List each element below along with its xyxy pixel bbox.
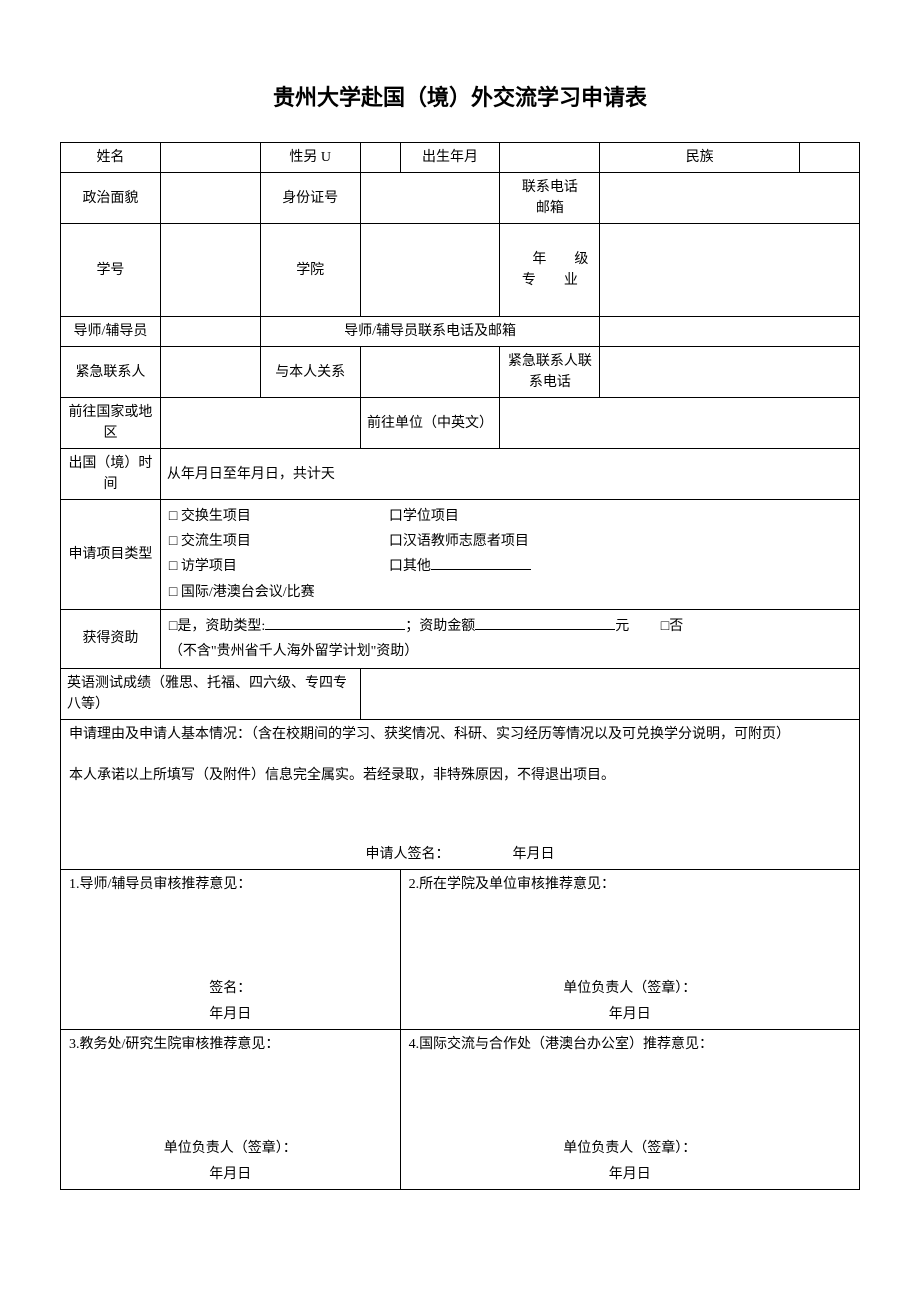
field-funding[interactable]: □是，资助类型: ；资助金额 元 □否 （不含"贵州省千人海外留学计划"资助） [160,609,859,668]
label-birth: 出生年月 [400,143,500,173]
label-english: 英语测试成绩（雅思、托福、四六级、专四专八等） [61,669,361,720]
page-title: 贵州大学赴国（境）外交流学习申请表 [60,80,860,112]
approval-2[interactable]: 2.所在学院及单位审核推荐意见： 单位负责人（签章）： 年月日 [400,870,859,1030]
checkbox-chinese-teacher[interactable]: 口汉语教师志愿者项目 [389,529,851,554]
field-phone-email[interactable] [600,173,860,224]
field-emergency[interactable] [160,347,260,398]
reason-cell[interactable]: 申请理由及申请人基本情况：（含在校期间的学习、获奖情况、科研、实习经历等情况以及… [61,720,860,870]
approval-3-date: 年月日 [61,1164,400,1185]
label-dest-unit: 前往单位（中英文） [360,398,500,449]
label-advisor-contact: 导师/辅导员联系电话及邮箱 [260,317,600,347]
checkbox-funding-no[interactable]: □否 [661,619,683,634]
checkbox-visit[interactable]: □ 访学项目 [169,554,389,579]
label-political: 政治面貌 [61,173,161,224]
field-birth[interactable] [500,143,600,173]
field-gender[interactable] [360,143,400,173]
label-yuan: 元 [615,619,629,634]
approval-4-date: 年月日 [401,1164,859,1185]
label-dest-country: 前往国家或地区 [61,398,161,449]
label-amount: ；资助金额 [405,619,475,634]
approval-2-title: 2.所在学院及单位审核推荐意见： [409,874,851,895]
approval-1-title: 1.导师/辅导员审核推荐意见： [69,874,392,895]
approval-1[interactable]: 1.导师/辅导员审核推荐意见： 签名： 年月日 [61,870,401,1030]
label-name: 姓名 [61,143,161,173]
field-relation[interactable] [360,347,500,398]
label-advisor: 导师/辅导员 [61,317,161,347]
field-dest-unit[interactable] [500,398,860,449]
field-college[interactable] [360,224,500,317]
approval-1-date: 年月日 [61,1004,400,1025]
checkbox-funding-yes[interactable]: □是，资助类型: [169,619,265,634]
applicant-signature[interactable]: 申请人签名： 年月日 [61,844,859,865]
approval-4-sig: 单位负责人（签章）： [401,1138,859,1159]
field-project-type[interactable]: □ 交换生项目 口学位项目 □ 交流生项目 口汉语教师志愿者项目 □ 访学项目 … [160,500,859,610]
field-name[interactable] [160,143,260,173]
reason-promise: 本人承诺以上所填写（及附件）信息完全属实。若经录取，非特殊原因，不得退出项目。 [69,765,851,786]
field-abroad-time[interactable]: 从年月日至年月日，共计天 [160,449,859,500]
application-form-table: 姓名 性另 U 出生年月 民族 政治面貌 身份证号 联系电话邮箱 学号 学院 年… [60,142,860,1190]
label-emergency-phone: 紧急联系人联系电话 [500,347,600,398]
field-dest-country[interactable] [160,398,360,449]
approval-3-title: 3.教务处/研究生院审核推荐意见： [69,1034,392,1055]
label-project-type: 申请项目类型 [61,500,161,610]
label-college: 学院 [260,224,360,317]
label-abroad-time: 出国（境）时间 [61,449,161,500]
label-funding: 获得资助 [61,609,161,668]
approval-3-sig: 单位负责人（签章）： [61,1138,400,1159]
approval-3[interactable]: 3.教务处/研究生院审核推荐意见： 单位负责人（签章）： 年月日 [61,1030,401,1190]
approval-2-date: 年月日 [401,1004,859,1025]
label-grade-major: 年 级专 业 [500,224,600,317]
checkbox-degree[interactable]: 口学位项目 [389,504,851,529]
label-nation: 民族 [600,143,800,173]
label-studentno: 学号 [61,224,161,317]
field-advisor-contact[interactable] [600,317,860,347]
field-studentno[interactable] [160,224,260,317]
reason-header: 申请理由及申请人基本情况：（含在校期间的学习、获奖情况、科研、实习经历等情况以及… [69,724,851,745]
label-emergency: 紧急联系人 [61,347,161,398]
label-gender: 性另 U [260,143,360,173]
funding-note: （不含"贵州省千人海外留学计划"资助） [169,639,851,664]
field-emergency-phone[interactable] [600,347,860,398]
field-idno[interactable] [360,173,500,224]
approval-4[interactable]: 4.国际交流与合作处（港澳台办公室）推荐意见： 单位负责人（签章）： 年月日 [400,1030,859,1190]
checkbox-communication[interactable]: □ 交流生项目 [169,529,389,554]
label-relation: 与本人关系 [260,347,360,398]
field-advisor[interactable] [160,317,260,347]
checkbox-exchange[interactable]: □ 交换生项目 [169,504,389,529]
checkbox-other[interactable]: 口其他 [389,554,851,579]
field-nation[interactable] [800,143,860,173]
field-political[interactable] [160,173,260,224]
checkbox-conference[interactable]: □ 国际/港澳台会议/比赛 [169,580,315,605]
approval-2-sig: 单位负责人（签章）： [401,978,859,999]
approval-1-sig: 签名： [61,978,400,999]
label-phone-email: 联系电话邮箱 [500,173,600,224]
label-idno: 身份证号 [260,173,360,224]
field-english[interactable] [360,669,859,720]
field-grade-major[interactable] [600,224,860,317]
approval-4-title: 4.国际交流与合作处（港澳台办公室）推荐意见： [409,1034,851,1055]
